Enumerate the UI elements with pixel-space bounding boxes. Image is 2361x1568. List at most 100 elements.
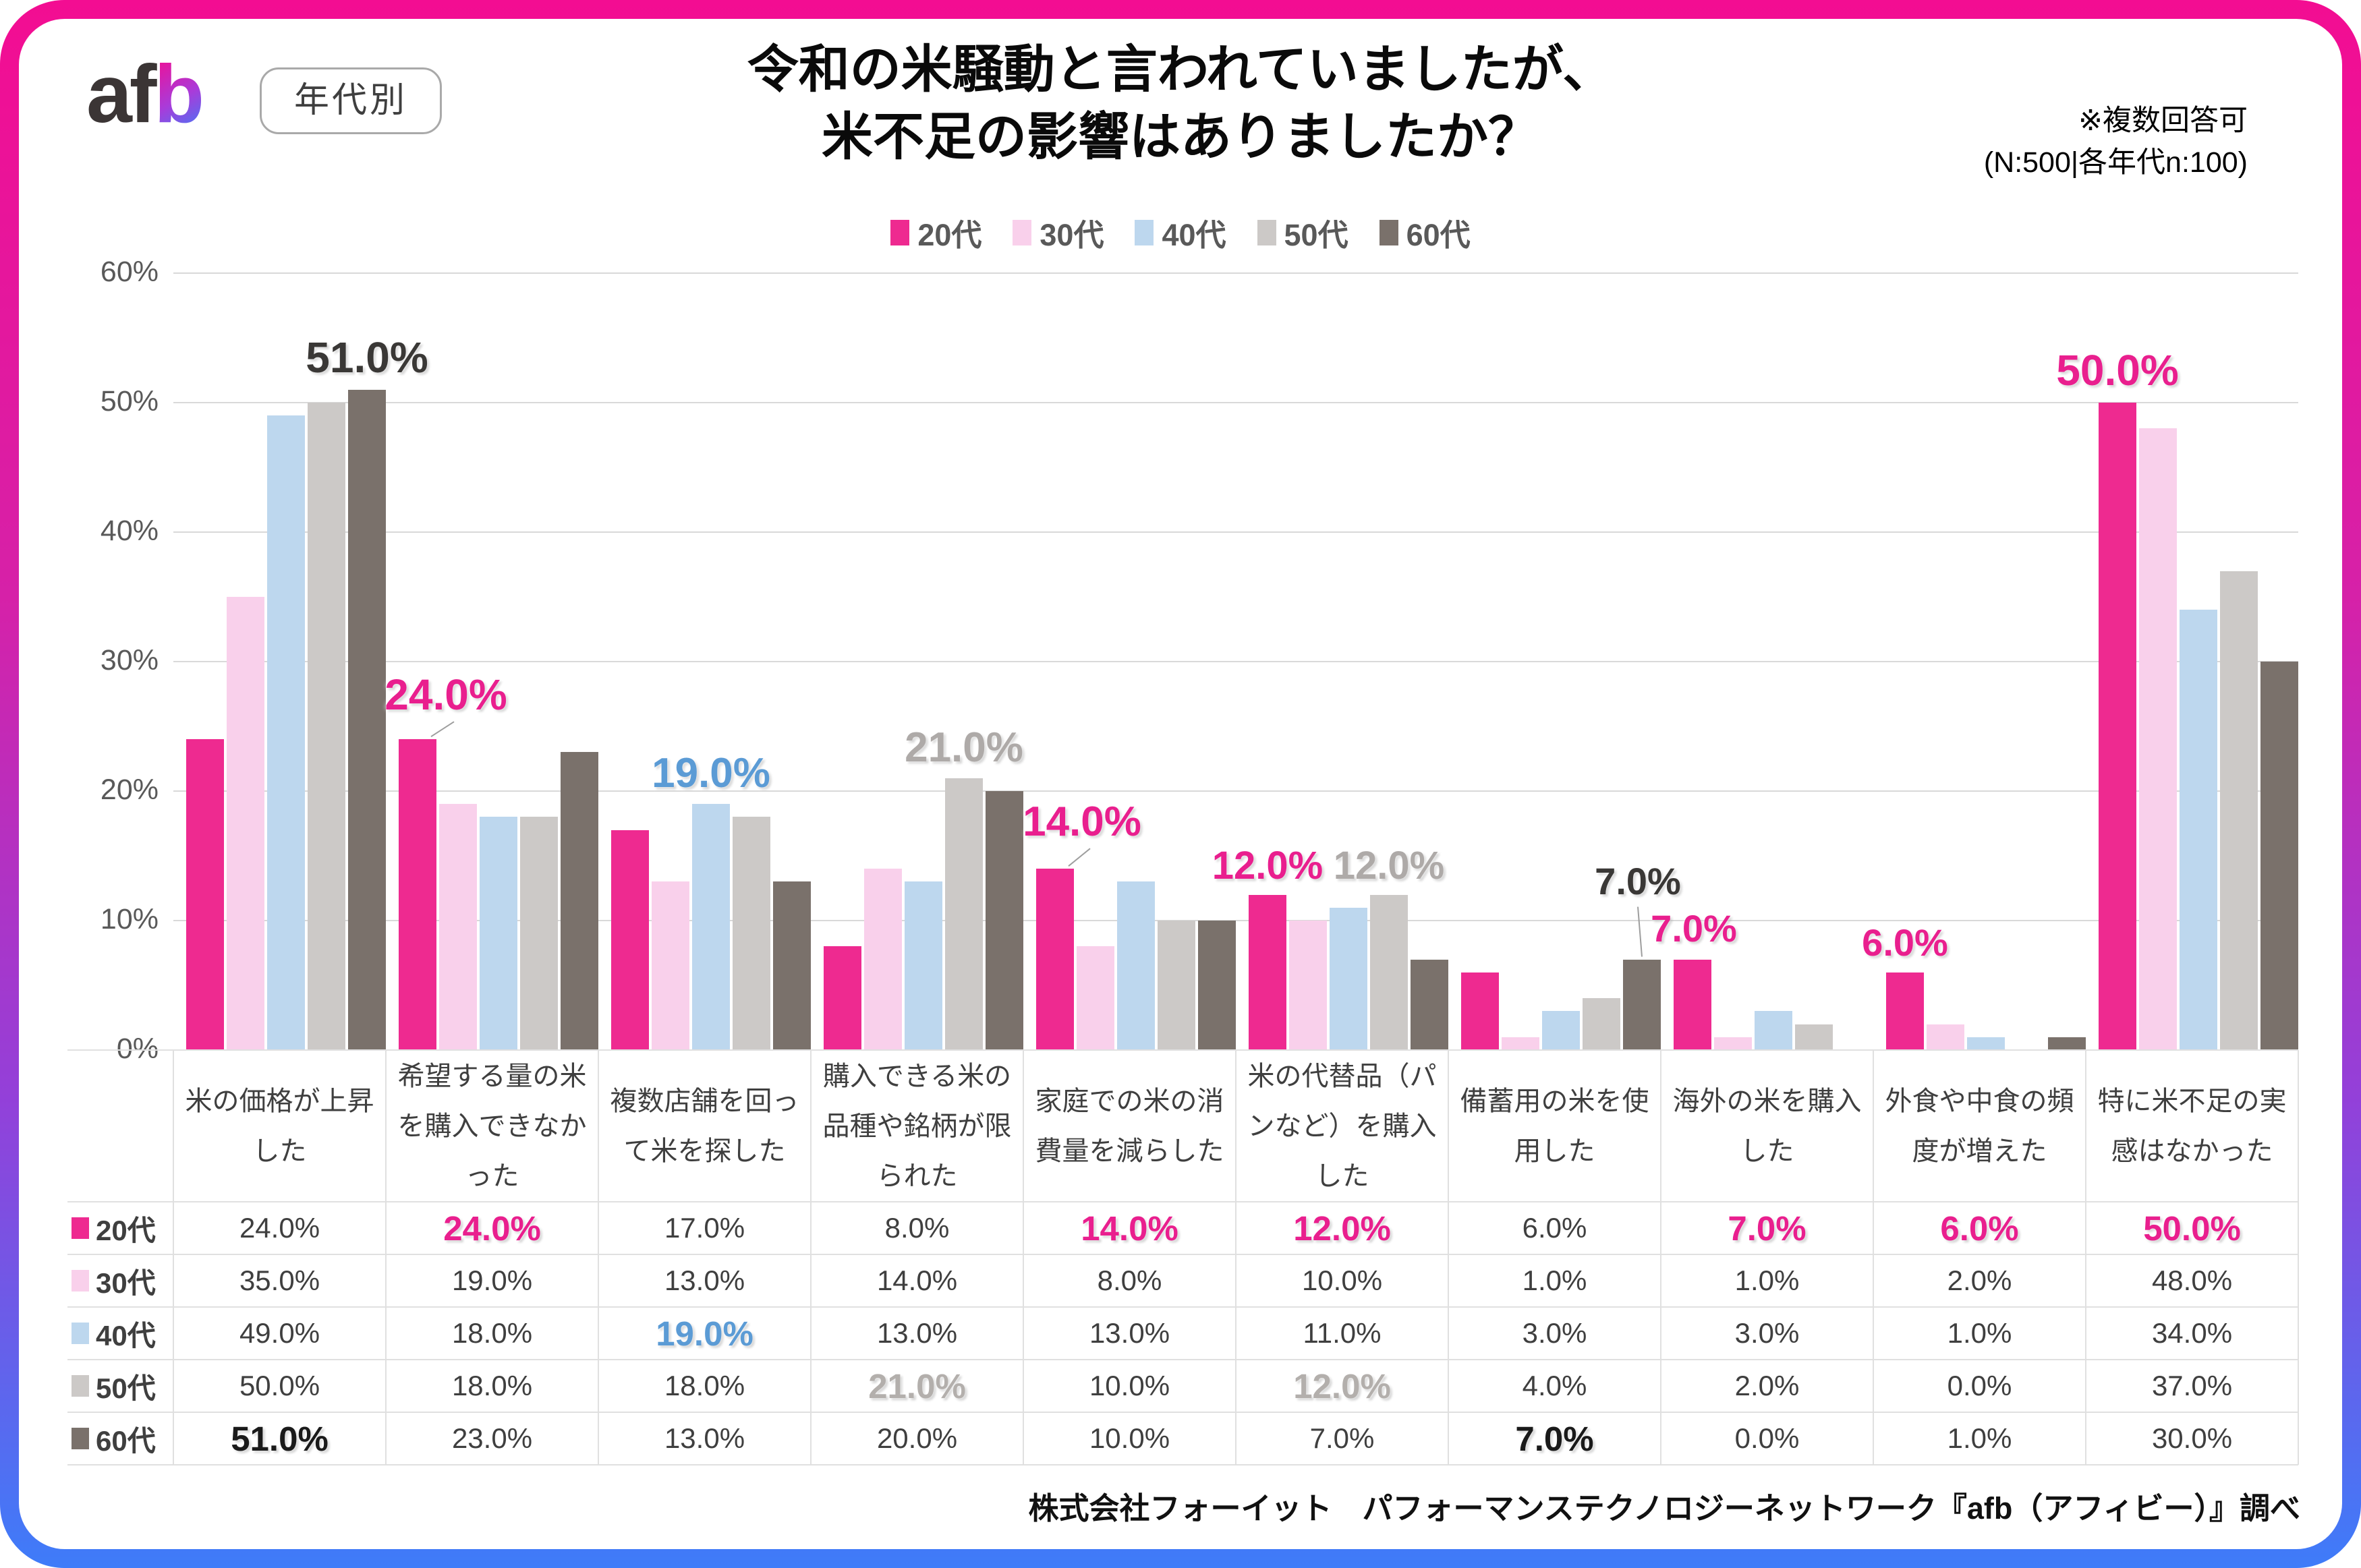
legend-label: 40代 xyxy=(1162,218,1226,252)
table-cell: 8.0% xyxy=(884,1212,950,1244)
gridline xyxy=(173,402,2298,403)
table-row-label-text: 20代 xyxy=(96,1214,156,1246)
bar-20代-0 xyxy=(186,739,224,1050)
bar-20代-7 xyxy=(1674,959,1711,1050)
column-separator xyxy=(2298,1050,2299,1465)
table-cell: 2.0% xyxy=(1734,1370,1800,1401)
bar-30代-4 xyxy=(1077,946,1114,1050)
bar-60代-9 xyxy=(2260,662,2298,1050)
column-separator xyxy=(1660,1050,1661,1465)
row-separator xyxy=(67,1201,2298,1202)
table-cell: 3.0% xyxy=(1522,1317,1587,1349)
table-cell: 0.0% xyxy=(1734,1422,1800,1454)
legend-swatch-60代 xyxy=(72,1428,89,1449)
logo-text-b: b xyxy=(154,48,204,140)
bar-value-label: 51.0% xyxy=(306,332,428,382)
bar-40代-8 xyxy=(1967,1037,2005,1050)
title-line-1: 令和の米騒動と言われていましたが、 xyxy=(747,41,1614,98)
title-line-2: 米不足の影響はありましたか？ xyxy=(822,109,1539,167)
table-cell: 2.0% xyxy=(1947,1265,2012,1296)
table-cell: 8.0% xyxy=(1097,1265,1162,1296)
table-row-label-text: 60代 xyxy=(96,1424,156,1457)
y-tick-label: 0% xyxy=(116,1033,159,1065)
table-cell: 24.0% xyxy=(239,1212,320,1244)
gridline xyxy=(173,920,2298,921)
legend-swatch-40代 xyxy=(72,1323,89,1344)
bar-20代-6 xyxy=(1461,972,1499,1050)
column-separator xyxy=(598,1050,599,1465)
bar-30代-1 xyxy=(439,804,477,1050)
y-tick-label: 40% xyxy=(100,515,159,547)
legend-item: 60代 xyxy=(1379,210,1471,254)
table-cell: 30.0% xyxy=(2151,1422,2233,1454)
y-axis: 0% 10% 20% 30% 40% 50% 60% xyxy=(27,256,159,1065)
table-row-label-text: 50代 xyxy=(96,1372,156,1404)
bar-20代-5 xyxy=(1249,894,1286,1050)
y-tick-label: 50% xyxy=(100,385,159,417)
source-line: 株式会社フォーイット パフォーマンステクノロジーネットワーク『afb（アフィビー… xyxy=(1028,1491,2300,1526)
bar-value-label: 21.0% xyxy=(905,724,1023,771)
bar-50代-2 xyxy=(733,817,770,1050)
table-row-label: 20代 xyxy=(67,1208,173,1249)
table-cell: 17.0% xyxy=(664,1212,745,1244)
legend-swatch-20代 xyxy=(72,1217,89,1239)
table-cell: 24.0% xyxy=(443,1209,541,1248)
y-tick-label: 30% xyxy=(100,644,159,676)
table-cell: 23.0% xyxy=(451,1422,533,1454)
category-label-5: 米の代替品（パンなど）を購入した xyxy=(1247,1061,1437,1191)
table-cell: 1.0% xyxy=(1734,1265,1800,1296)
bar-20代-9 xyxy=(2099,403,2136,1050)
bar-value-label: 12.0% xyxy=(1333,843,1445,888)
legend-label: 50代 xyxy=(1284,218,1348,252)
table-cell: 4.0% xyxy=(1522,1370,1587,1401)
table-cell: 11.0% xyxy=(1303,1317,1382,1349)
gridline xyxy=(173,661,2298,662)
bar-value-label: 24.0% xyxy=(385,670,507,720)
legend-label: 20代 xyxy=(917,218,982,252)
table-cell: 12.0% xyxy=(1293,1366,1391,1405)
column-separator xyxy=(1448,1050,1449,1465)
bar-20代-8 xyxy=(1886,972,1924,1050)
bar-40代-6 xyxy=(1542,1011,1580,1050)
bar-40代-0 xyxy=(267,415,305,1050)
bar-50代-1 xyxy=(520,817,558,1050)
bar-30代-2 xyxy=(652,881,689,1050)
bar-60代-5 xyxy=(1411,959,1448,1050)
bar-50代-4 xyxy=(1158,921,1195,1050)
table-cell: 7.0% xyxy=(1515,1419,1594,1458)
bar-value-label: 6.0% xyxy=(1862,921,1948,964)
column-separator xyxy=(1873,1050,1874,1465)
column-separator xyxy=(385,1050,387,1465)
category-label-1: 希望する量の米を購入できなかった xyxy=(397,1061,587,1191)
bar-value-label: 12.0% xyxy=(1212,843,1324,888)
bar-60代-0 xyxy=(348,389,386,1050)
table-cell: 14.0% xyxy=(1081,1209,1178,1248)
category-label-3: 購入できる米の品種や銘柄が限られた xyxy=(822,1061,1012,1191)
bar-20代-2 xyxy=(611,830,649,1050)
bar-40代-9 xyxy=(2180,610,2217,1050)
table-row-label: 40代 xyxy=(67,1313,173,1354)
legend: 20代 30代 40代 50代 60代 xyxy=(0,210,2361,254)
table-cell: 6.0% xyxy=(1940,1209,2019,1248)
table-cell: 1.0% xyxy=(1522,1265,1587,1296)
gridline xyxy=(173,531,2298,533)
bar-30代-6 xyxy=(1502,1037,1539,1050)
legend-item: 50代 xyxy=(1257,210,1348,254)
table-cell: 18.0% xyxy=(451,1370,533,1401)
table-row-50代: 50代 50.0% 18.0% 18.0% 21.0% 10.0% 12.0% 4.0% 2.0… xyxy=(67,1360,2298,1412)
row-separator xyxy=(67,1254,2298,1255)
table-cell: 1.0% xyxy=(1947,1317,2012,1349)
row-separator xyxy=(67,1049,2298,1051)
legend-swatch xyxy=(1013,219,1032,245)
bar-30代-3 xyxy=(864,869,902,1050)
bar-50代-6 xyxy=(1583,998,1620,1050)
bar-40代-3 xyxy=(905,881,942,1050)
bar-50代-3 xyxy=(945,778,983,1050)
bar-40代-1 xyxy=(480,817,517,1050)
table-row-label: 30代 xyxy=(67,1260,173,1302)
table-cell: 18.0% xyxy=(451,1317,533,1349)
table-cell: 6.0% xyxy=(1522,1212,1587,1244)
bar-40代-5 xyxy=(1330,907,1367,1050)
table-cell: 3.0% xyxy=(1734,1317,1800,1349)
table-cell: 18.0% xyxy=(664,1370,745,1401)
